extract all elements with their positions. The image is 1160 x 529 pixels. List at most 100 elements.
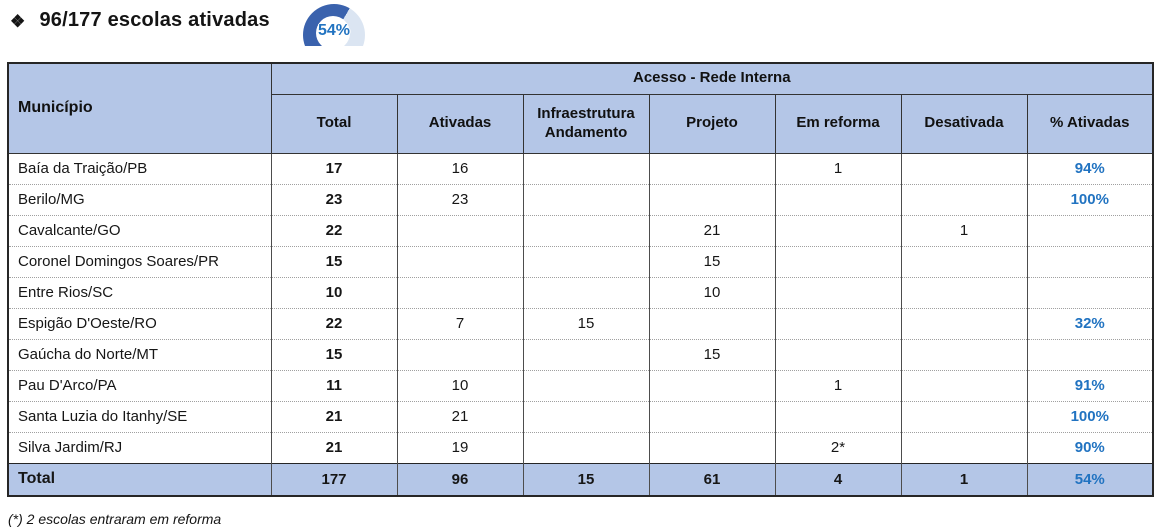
projeto-cell xyxy=(648,307,776,339)
ativadas-cell xyxy=(396,245,524,277)
column-header-pct-ativadas: % Ativadas xyxy=(1026,93,1154,154)
total-cell: 17 xyxy=(270,152,398,184)
municipality-cell: Santa Luzia do Itanhy/SE xyxy=(7,400,272,432)
reforma-cell: 4 xyxy=(774,462,902,496)
table-body: Baía da Traição/PB 17 16 1 94% Berilo/MG… xyxy=(7,152,1154,496)
desativada-cell xyxy=(900,307,1028,339)
table-row: Espigão D'Oeste/RO 22 7 15 32% xyxy=(7,307,1154,339)
projeto-cell xyxy=(648,183,776,215)
column-header-ativadas: Ativadas xyxy=(396,93,524,154)
table-row: Pau D'Arco/PA 11 10 1 91% xyxy=(7,369,1154,401)
projeto-cell: 21 xyxy=(648,214,776,246)
ativadas-cell xyxy=(396,276,524,308)
table-row: Gaúcha do Norte/MT 15 15 xyxy=(7,338,1154,370)
desativada-cell xyxy=(900,245,1028,277)
pct-cell xyxy=(1026,245,1154,277)
reforma-cell xyxy=(774,214,902,246)
municipality-cell: Silva Jardim/RJ xyxy=(7,431,272,463)
pct-cell: 32% xyxy=(1026,307,1154,339)
reforma-cell xyxy=(774,400,902,432)
pct-cell: 100% xyxy=(1026,400,1154,432)
infra-cell xyxy=(522,400,650,432)
projeto-cell: 10 xyxy=(648,276,776,308)
total-cell: 15 xyxy=(270,245,398,277)
ativadas-cell: 21 xyxy=(396,400,524,432)
activation-donut-gauge: 54% xyxy=(302,2,366,46)
municipality-cell: Berilo/MG xyxy=(7,183,272,215)
municipality-cell: Espigão D'Oeste/RO xyxy=(7,307,272,339)
total-cell: 22 xyxy=(270,307,398,339)
municipality-cell: Entre Rios/SC xyxy=(7,276,272,308)
reforma-cell xyxy=(774,245,902,277)
desativada-cell: 1 xyxy=(900,462,1028,496)
group-header-acesso-rede-interna: Acesso - Rede Interna xyxy=(270,62,1154,95)
ativadas-cell: 10 xyxy=(396,369,524,401)
ativadas-cell xyxy=(396,214,524,246)
desativada-cell xyxy=(900,276,1028,308)
footnote: (*) 2 escolas entraram em reforma xyxy=(8,511,222,527)
total-cell: 10 xyxy=(270,276,398,308)
ativadas-cell: 19 xyxy=(396,431,524,463)
column-header-desativada: Desativada xyxy=(900,93,1028,154)
title-bar: ❖ 96/177 escolas ativadas 54% xyxy=(0,0,1160,62)
pct-cell xyxy=(1026,338,1154,370)
reforma-cell xyxy=(774,183,902,215)
desativada-cell xyxy=(900,338,1028,370)
table-row: Silva Jardim/RJ 21 19 2* 90% xyxy=(7,431,1154,463)
infra-cell xyxy=(522,245,650,277)
projeto-cell xyxy=(648,400,776,432)
projeto-cell: 15 xyxy=(648,245,776,277)
table-row: Baía da Traição/PB 17 16 1 94% xyxy=(7,152,1154,184)
table-row: Entre Rios/SC 10 10 xyxy=(7,276,1154,308)
total-cell: 21 xyxy=(270,431,398,463)
infra-cell xyxy=(522,152,650,184)
table-total-row: Total 177 96 15 61 4 1 54% xyxy=(7,462,1154,496)
pct-cell: 90% xyxy=(1026,431,1154,463)
infra-cell xyxy=(522,214,650,246)
municipality-cell: Cavalcante/GO xyxy=(7,214,272,246)
infra-cell: 15 xyxy=(522,462,650,496)
pct-cell: 91% xyxy=(1026,369,1154,401)
desativada-cell xyxy=(900,369,1028,401)
table-row: Berilo/MG 23 23 100% xyxy=(7,183,1154,215)
ativadas-cell: 16 xyxy=(396,152,524,184)
total-cell: 177 xyxy=(270,462,398,496)
pct-cell xyxy=(1026,276,1154,308)
schools-activation-table: Município Acesso - Rede Interna Total At… xyxy=(7,62,1155,497)
reforma-cell xyxy=(774,307,902,339)
reforma-cell: 1 xyxy=(774,369,902,401)
desativada-cell xyxy=(900,183,1028,215)
table-header: Município Acesso - Rede Interna Total At… xyxy=(7,62,1154,154)
reforma-cell xyxy=(774,338,902,370)
infra-cell xyxy=(522,276,650,308)
projeto-cell xyxy=(648,431,776,463)
municipality-cell: Pau D'Arco/PA xyxy=(7,369,272,401)
table-row: Cavalcante/GO 22 21 1 xyxy=(7,214,1154,246)
pct-cell: 54% xyxy=(1026,462,1154,496)
ativadas-cell xyxy=(396,338,524,370)
reforma-cell xyxy=(774,276,902,308)
table-row: Coronel Domingos Soares/PR 15 15 xyxy=(7,245,1154,277)
column-header-municipio: Município xyxy=(7,62,272,154)
pct-cell: 94% xyxy=(1026,152,1154,184)
table-row: Santa Luzia do Itanhy/SE 21 21 100% xyxy=(7,400,1154,432)
ativadas-cell: 23 xyxy=(396,183,524,215)
column-header-infraestrutura-andamento: Infraestrutura Andamento xyxy=(522,93,650,154)
municipality-cell: Gaúcha do Norte/MT xyxy=(7,338,272,370)
municipality-cell: Coronel Domingos Soares/PR xyxy=(7,245,272,277)
diamond-bullet-icon: ❖ xyxy=(10,11,26,31)
column-header-projeto: Projeto xyxy=(648,93,776,154)
pct-cell xyxy=(1026,214,1154,246)
infra-cell xyxy=(522,338,650,370)
total-row-label: Total xyxy=(7,462,272,496)
municipality-cell: Baía da Traição/PB xyxy=(7,152,272,184)
projeto-cell xyxy=(648,152,776,184)
desativada-cell xyxy=(900,431,1028,463)
desativada-cell: 1 xyxy=(900,214,1028,246)
desativada-cell xyxy=(900,400,1028,432)
infra-cell xyxy=(522,431,650,463)
infra-cell xyxy=(522,369,650,401)
reforma-cell: 2* xyxy=(774,431,902,463)
projeto-cell xyxy=(648,369,776,401)
